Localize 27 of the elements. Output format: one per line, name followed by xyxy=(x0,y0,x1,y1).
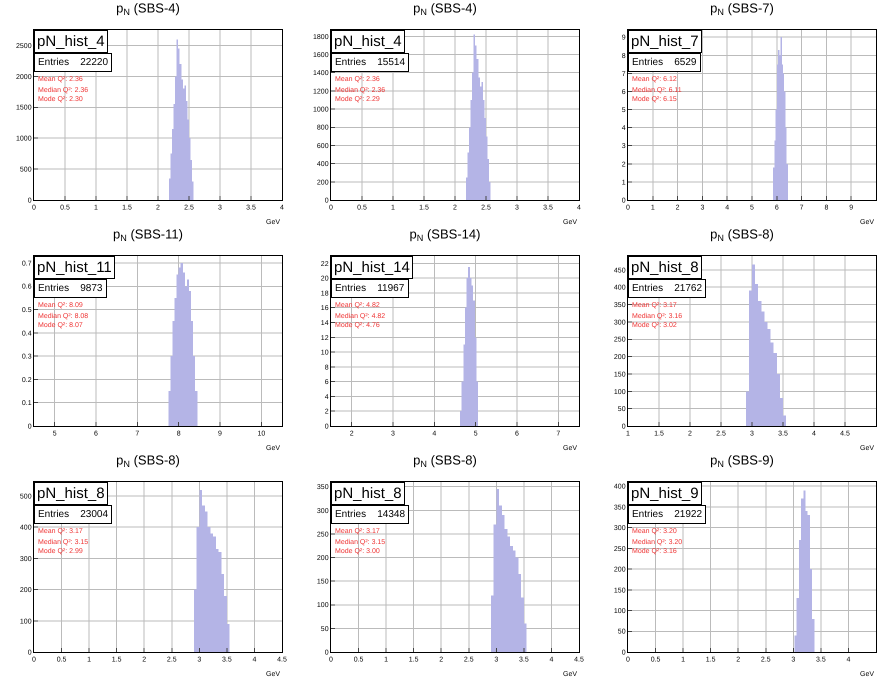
annotation: Entries 21762 xyxy=(632,283,702,294)
annotation: Entries 14348 xyxy=(335,509,406,520)
annotation: pN_hist_7 xyxy=(631,33,699,50)
chart-title: p$_{N}$ (SBS-4) xyxy=(116,0,180,18)
annotation: Entries 15514 xyxy=(335,57,406,68)
annotation: Entries 6529 xyxy=(632,57,697,68)
chart-title: p$_{N}$ (SBS-4) xyxy=(413,0,477,18)
annotation: Entries 23004 xyxy=(38,509,108,520)
chart-title: p$_{N}$ (SBS-11) xyxy=(113,226,183,244)
annotation: pN_hist_9 xyxy=(631,485,699,502)
annotation: Entries 11967 xyxy=(335,283,405,294)
annotation: Entries 21922 xyxy=(632,509,702,520)
annotation: Entries 22220 xyxy=(38,57,108,68)
annotation: pN_hist_8 xyxy=(334,485,402,502)
annotation: pN_hist_4 xyxy=(37,33,105,50)
annotation: Entries 9873 xyxy=(38,283,103,294)
chart-title: p$_{N}$ (SBS-8) xyxy=(710,226,774,244)
chart-title: p$_{N}$ (SBS-8) xyxy=(413,452,477,470)
annotation: pN_hist_11 xyxy=(37,259,112,276)
chart-title: p$_{N}$ (SBS-14) xyxy=(410,226,480,244)
chart-title: p$_{N}$ (SBS-7) xyxy=(710,0,774,18)
chart-title: p$_{N}$ (SBS-9) xyxy=(710,452,774,470)
annotation: pN_hist_4 xyxy=(334,33,402,50)
annotation: pN_hist_14 xyxy=(334,259,410,276)
annotation: pN_hist_8 xyxy=(37,485,105,502)
annotation: pN_hist_8 xyxy=(631,259,699,276)
chart-title: p$_{N}$ (SBS-8) xyxy=(116,452,180,470)
